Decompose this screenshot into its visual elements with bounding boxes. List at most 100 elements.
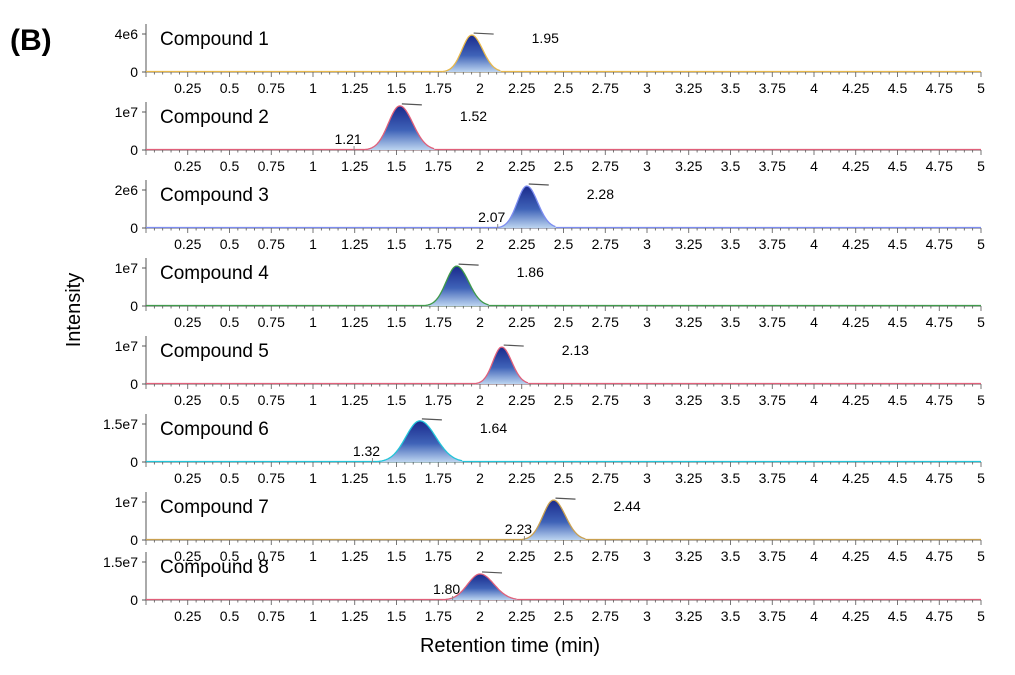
peak-outline <box>442 573 517 601</box>
x-tick-label: 0.5 <box>220 236 240 252</box>
compound-title: Compound 3 <box>160 185 269 206</box>
x-tick-label: 4.25 <box>842 158 869 174</box>
x-tick-label: 2 <box>476 470 484 486</box>
x-tick-label: 3.5 <box>721 314 741 330</box>
panel-label: (B) <box>10 24 52 57</box>
x-tick-label: 4.25 <box>842 608 869 624</box>
y-zero-label: 0 <box>130 298 138 314</box>
compound-title: Compound 8 <box>160 557 269 578</box>
x-tick-label: 5 <box>977 80 985 96</box>
x-tick-label: 2 <box>476 236 484 252</box>
x-tick-label: 2 <box>476 314 484 330</box>
x-tick-label: 3.75 <box>759 548 786 564</box>
x-tick-label: 1.25 <box>341 236 368 252</box>
x-tick-label: 1 <box>309 314 317 330</box>
x-tick-label: 4 <box>810 470 818 486</box>
y-zero-label: 0 <box>130 64 138 80</box>
x-tick-label: 2.5 <box>554 548 574 564</box>
x-tick-label: 1.25 <box>341 470 368 486</box>
x-tick-label: 0.25 <box>174 236 201 252</box>
x-tick-label: 0.75 <box>258 608 285 624</box>
x-tick-label: 2.5 <box>554 158 574 174</box>
x-tick-label: 4.25 <box>842 392 869 408</box>
x-axis-label: Retention time (min) <box>420 635 600 657</box>
x-tick-label: 0.25 <box>174 470 201 486</box>
x-tick-label: 0.5 <box>220 548 240 564</box>
x-tick-label: 4.75 <box>926 392 953 408</box>
x-tick-label: 0.75 <box>258 392 285 408</box>
x-tick-label: 4.5 <box>888 80 908 96</box>
x-tick-label: 4.75 <box>926 236 953 252</box>
x-tick-label: 4.75 <box>926 548 953 564</box>
apex-marker <box>401 103 422 106</box>
x-tick-label: 2.25 <box>508 470 535 486</box>
minor-peak-label: 1.21 <box>334 131 361 147</box>
x-tick-label: 4.5 <box>888 470 908 486</box>
x-tick-label: 1 <box>309 392 317 408</box>
x-tick-label: 4 <box>810 548 818 564</box>
minor-peak-label: 1.32 <box>353 443 380 459</box>
x-tick-label: 1.75 <box>425 80 452 96</box>
x-tick-label: 4 <box>810 608 818 624</box>
x-tick-label: 3 <box>643 608 651 624</box>
x-tick-label: 3.75 <box>759 314 786 330</box>
peak-area <box>475 347 529 384</box>
peak-area <box>365 105 435 150</box>
minor-peak-label: 2.23 <box>505 521 532 537</box>
x-tick-label: 0.5 <box>220 80 240 96</box>
compound-title: Compound 2 <box>160 107 269 128</box>
peak-label: 1.86 <box>517 264 544 280</box>
x-tick-label: 0.75 <box>258 314 285 330</box>
y-zero-label: 0 <box>130 142 138 158</box>
peak-outline <box>364 105 435 151</box>
x-tick-label: 2 <box>476 80 484 96</box>
x-tick-label: 5 <box>977 548 985 564</box>
peak-area <box>442 574 518 600</box>
x-tick-label: 0.5 <box>220 608 240 624</box>
x-tick-label: 3.25 <box>675 392 702 408</box>
x-tick-label: 4 <box>810 236 818 252</box>
x-tick-label: 4.75 <box>926 470 953 486</box>
x-tick-label: 2.25 <box>508 236 535 252</box>
y-zero-label: 0 <box>130 376 138 392</box>
apex-marker <box>421 418 442 421</box>
x-tick-label: 1 <box>309 236 317 252</box>
y-max-label: 2e6 <box>115 182 139 198</box>
x-tick-label: 3.5 <box>721 236 741 252</box>
peak-outline <box>442 34 501 73</box>
peak-label: 1.95 <box>532 30 559 46</box>
minor-peak-label: 2.07 <box>478 209 505 225</box>
x-tick-label: 4.5 <box>888 608 908 624</box>
panel-3: 2e6 0 0.25 0.5 0.75 1 1.25 1.5 1.75 2 2.25 2.5 2.75 3… <box>115 180 985 252</box>
x-tick-label: 3.5 <box>721 392 741 408</box>
x-tick-label: 3.25 <box>675 608 702 624</box>
x-tick-label: 5 <box>977 158 985 174</box>
x-tick-label: 3.25 <box>675 548 702 564</box>
x-tick-label: 2.75 <box>592 80 619 96</box>
x-tick-label: 0.5 <box>220 392 240 408</box>
y-zero-label: 0 <box>130 592 138 608</box>
x-tick-label: 1.75 <box>425 314 452 330</box>
x-tick-label: 2.25 <box>508 80 535 96</box>
x-tick-label: 2.75 <box>592 314 619 330</box>
y-max-label: 1e7 <box>115 494 139 510</box>
apex-marker <box>528 183 549 186</box>
x-tick-label: 0.75 <box>258 158 285 174</box>
x-tick-label: 1.5 <box>387 608 407 624</box>
peak-outline <box>521 499 586 541</box>
x-tick-label: 1.5 <box>387 314 407 330</box>
x-tick-label: 2.75 <box>592 236 619 252</box>
x-tick-label: 2.5 <box>554 392 574 408</box>
x-tick-label: 2.25 <box>508 158 535 174</box>
peak-label: 2.44 <box>613 498 640 514</box>
y-zero-label: 0 <box>130 532 138 548</box>
compound-title: Compound 7 <box>160 497 269 518</box>
x-tick-label: 2 <box>476 548 484 564</box>
x-tick-label: 0.25 <box>174 80 201 96</box>
x-tick-label: 2 <box>476 608 484 624</box>
x-tick-label: 1.5 <box>387 470 407 486</box>
apex-marker <box>473 32 494 35</box>
x-tick-label: 3.25 <box>675 80 702 96</box>
x-tick-label: 0.5 <box>220 314 240 330</box>
x-tick-label: 3.75 <box>759 470 786 486</box>
